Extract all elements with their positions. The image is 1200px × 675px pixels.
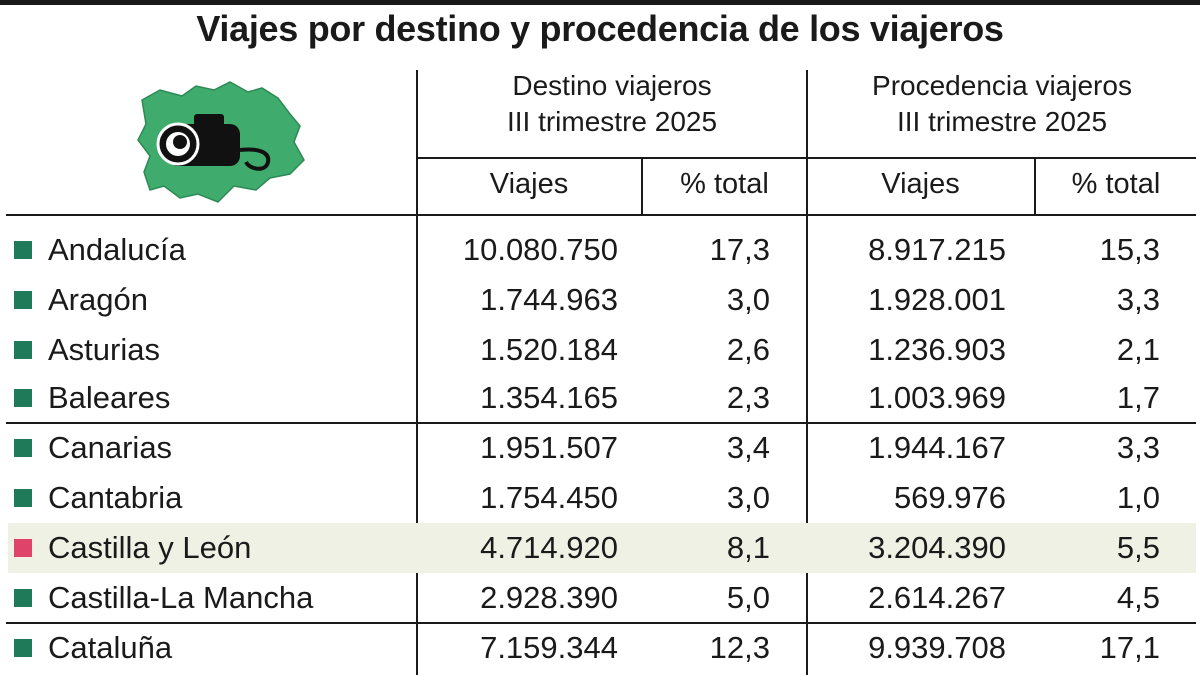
procedencia-pct: 1,0 xyxy=(1116,480,1160,515)
destino-header: Destino viajeros III trimestre 2025 xyxy=(418,68,806,140)
procedencia-pct: 17,1 xyxy=(1099,630,1160,665)
divider-horizontal xyxy=(6,214,1196,216)
procedencia-viajes: 1.003.969 xyxy=(868,380,1006,415)
region-marker xyxy=(14,389,32,407)
table-row: Canarias 1.951.507 3,4 1.944.167 3,3 xyxy=(8,423,1196,473)
table-row: Castilla y León 4.714.920 8,1 3.204.390 … xyxy=(8,523,1196,573)
region-marker xyxy=(14,489,32,507)
procedencia-viajes: 569.976 xyxy=(893,480,1006,515)
region-name: Cataluña xyxy=(48,630,173,665)
procedencia-header: Procedencia viajeros III trimestre 2025 xyxy=(808,68,1196,140)
procedencia-header-line1: Procedencia viajeros xyxy=(872,70,1132,101)
region-name: Castilla-La Mancha xyxy=(48,580,314,615)
table-row: Aragón 1.744.963 3,0 1.928.001 3,3 xyxy=(8,275,1196,325)
destino-pct: 3,0 xyxy=(726,282,770,317)
divider-horizontal xyxy=(6,622,1196,624)
subheader-procedencia-pct: % total xyxy=(1071,168,1161,200)
destino-viajes: 1.354.165 xyxy=(480,380,618,415)
destino-pct: 3,4 xyxy=(726,430,770,465)
table-row: Asturias 1.520.184 2,6 1.236.903 2,1 xyxy=(8,325,1196,375)
top-rule xyxy=(0,0,1200,5)
destino-pct: 3,0 xyxy=(726,480,770,515)
procedencia-viajes: 1.944.167 xyxy=(868,430,1006,465)
region-marker xyxy=(14,639,32,657)
destino-pct: 8,1 xyxy=(726,530,770,565)
destino-pct: 5,0 xyxy=(726,580,770,615)
procedencia-pct: 5,5 xyxy=(1116,530,1160,565)
table-row: Cataluña 7.159.344 12,3 9.939.708 17,1 xyxy=(8,623,1196,673)
procedencia-viajes: 1.236.903 xyxy=(868,332,1006,367)
region-name: Baleares xyxy=(48,380,171,415)
procedencia-viajes: 2.614.267 xyxy=(868,580,1006,615)
procedencia-pct: 2,1 xyxy=(1116,332,1160,367)
procedencia-viajes: 1.928.001 xyxy=(868,282,1006,317)
region-marker xyxy=(14,539,32,557)
procedencia-header-line2: III trimestre 2025 xyxy=(896,106,1108,137)
divider-vertical xyxy=(1034,158,1036,216)
chart-title: Viajes por destino y procedencia de los … xyxy=(196,8,1004,49)
region-name: Castilla y León xyxy=(48,530,252,565)
destino-pct: 12,3 xyxy=(709,630,770,665)
destino-header-line2: III trimestre 2025 xyxy=(506,106,718,137)
table-row: Cantabria 1.754.450 3,0 569.976 1,0 xyxy=(8,473,1196,523)
procedencia-pct: 3,3 xyxy=(1116,282,1160,317)
procedencia-viajes: 9.939.708 xyxy=(868,630,1006,665)
destino-viajes: 1.520.184 xyxy=(480,332,618,367)
divider-vertical xyxy=(641,158,643,216)
region-name: Cantabria xyxy=(48,480,183,515)
divider-vertical xyxy=(416,70,418,675)
destino-viajes: 7.159.344 xyxy=(480,630,618,665)
table-row: Andalucía 10.080.750 17,3 8.917.215 15,3 xyxy=(8,225,1196,275)
table-row: Castilla-La Mancha 2.928.390 5,0 2.614.2… xyxy=(8,573,1196,623)
destino-pct: 17,3 xyxy=(709,232,770,267)
subheader-destino-viajes: Viajes xyxy=(489,168,569,200)
destino-viajes: 1.754.450 xyxy=(480,480,618,515)
destino-header-line1: Destino viajeros xyxy=(512,70,712,101)
destino-pct: 2,3 xyxy=(726,380,770,415)
procedencia-pct: 15,3 xyxy=(1099,232,1160,267)
divider-horizontal xyxy=(416,157,1196,159)
table-row: Baleares 1.354.165 2,3 1.003.969 1,7 xyxy=(8,373,1196,423)
destino-viajes: 1.951.507 xyxy=(480,430,618,465)
destino-viajes: 10.080.750 xyxy=(462,232,618,267)
region-marker xyxy=(14,241,32,259)
destino-viajes: 4.714.920 xyxy=(480,530,618,565)
procedencia-viajes: 8.917.215 xyxy=(868,232,1006,267)
procedencia-pct: 1,7 xyxy=(1116,380,1160,415)
destino-viajes: 1.744.963 xyxy=(480,282,618,317)
divider-vertical xyxy=(806,70,808,675)
region-name: Asturias xyxy=(48,332,160,367)
region-name: Aragón xyxy=(48,282,148,317)
subheader-procedencia-viajes: Viajes xyxy=(881,168,960,200)
subheader-destino-pct: % total xyxy=(680,168,769,200)
region-marker xyxy=(14,589,32,607)
region-marker xyxy=(14,341,32,359)
procedencia-viajes: 3.204.390 xyxy=(868,530,1006,565)
camera-map-icon xyxy=(130,78,310,208)
destino-viajes: 2.928.390 xyxy=(480,580,618,615)
destino-pct: 2,6 xyxy=(726,332,770,367)
divider-horizontal xyxy=(6,422,1196,424)
region-name: Andalucía xyxy=(48,232,186,267)
procedencia-pct: 3,3 xyxy=(1116,430,1160,465)
region-marker xyxy=(14,439,32,457)
procedencia-pct: 4,5 xyxy=(1116,580,1160,615)
region-name: Canarias xyxy=(48,430,173,465)
region-marker xyxy=(14,291,32,309)
